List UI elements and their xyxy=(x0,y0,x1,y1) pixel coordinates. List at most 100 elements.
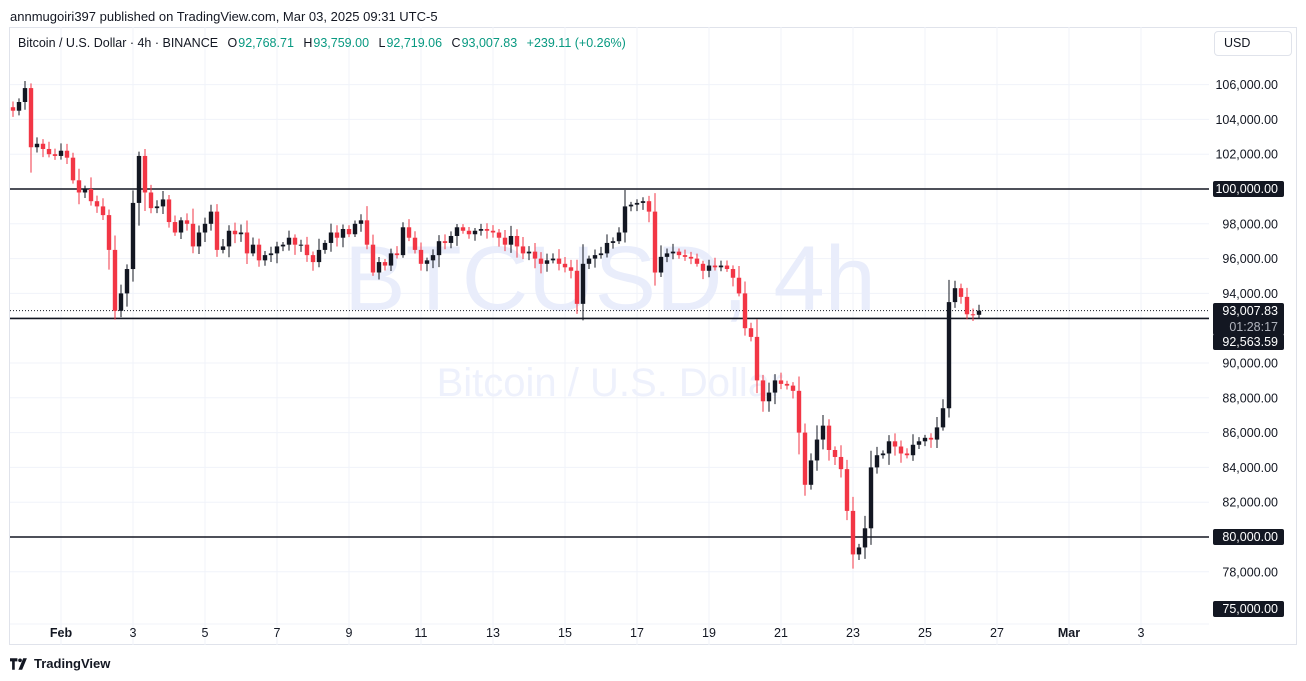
candle-body xyxy=(562,263,568,268)
candle-body xyxy=(232,230,238,235)
candle-body xyxy=(586,258,592,264)
tradingview-logo-icon xyxy=(10,657,27,670)
candle-body xyxy=(142,155,148,193)
candle-body xyxy=(466,230,472,235)
candle-body xyxy=(526,251,532,254)
time-tick-label: 19 xyxy=(702,626,716,640)
tradingview-brand[interactable]: TradingView xyxy=(10,656,110,671)
price-tick-label: 78,000.00 xyxy=(1222,565,1278,579)
symbol-name[interactable]: Bitcoin / U.S. Dollar · 4h · BINANCE xyxy=(18,36,219,50)
candle-body xyxy=(538,258,544,264)
candle-body xyxy=(958,288,964,297)
candle-body xyxy=(886,441,892,454)
candle-body xyxy=(820,425,826,440)
price-tick-label: 84,000.00 xyxy=(1222,461,1278,475)
candle-body xyxy=(340,229,346,238)
candle-body xyxy=(124,269,130,294)
candle-body xyxy=(532,251,538,259)
candle-body xyxy=(148,192,154,209)
candle-body xyxy=(700,263,706,271)
candle-body xyxy=(256,244,262,261)
candle-body xyxy=(448,235,454,243)
candle-body xyxy=(460,227,466,231)
candle-body xyxy=(136,155,142,203)
candle-body xyxy=(250,244,256,254)
candle-body xyxy=(712,265,718,268)
price-tick-label: 102,000.00 xyxy=(1215,148,1278,162)
time-tick-label: 17 xyxy=(630,626,644,640)
candle-body xyxy=(376,262,382,273)
candle-body xyxy=(364,220,370,245)
open-label: O xyxy=(227,36,238,50)
time-tick-label: 5 xyxy=(202,626,209,640)
watermark-ticker: BTCUSD, 4h xyxy=(344,228,876,330)
candle-body xyxy=(826,425,832,450)
candle-body xyxy=(652,211,658,273)
candle-body xyxy=(520,246,526,254)
candle-body xyxy=(874,455,880,468)
candle-body xyxy=(898,446,904,454)
candle-body xyxy=(556,258,562,264)
candle-body xyxy=(904,453,910,456)
candle-body xyxy=(436,241,442,256)
candle-body xyxy=(484,229,490,231)
candle-body xyxy=(550,258,556,261)
candle-body xyxy=(112,249,118,311)
candle-body xyxy=(22,88,28,102)
open-value: 92,768.71 xyxy=(238,36,294,50)
candle-body xyxy=(916,441,922,445)
candle-body xyxy=(706,265,712,271)
candle-body xyxy=(976,310,982,315)
candle-body xyxy=(46,148,52,155)
candle-body xyxy=(118,293,124,311)
candle-body xyxy=(574,270,580,304)
candle-body xyxy=(802,432,808,485)
time-tick-label: 25 xyxy=(918,626,932,640)
candle-body xyxy=(730,269,736,278)
candle-body xyxy=(616,232,622,242)
candle-body xyxy=(70,157,76,181)
candle-body xyxy=(490,230,496,233)
time-tick-label: 7 xyxy=(274,626,281,640)
candle-body xyxy=(274,246,280,254)
currency-button[interactable]: USD xyxy=(1214,31,1292,56)
time-tick-label: 27 xyxy=(990,626,1004,640)
price-tick-label: 82,000.00 xyxy=(1222,496,1278,510)
candle-body xyxy=(568,267,574,271)
candle-body xyxy=(196,232,202,247)
candle-body xyxy=(382,262,388,266)
candle-body xyxy=(544,260,550,264)
price-tick-label: 86,000.00 xyxy=(1222,426,1278,440)
candle-body xyxy=(262,255,268,261)
candle-body xyxy=(694,258,700,264)
candle-body xyxy=(394,253,400,256)
candle-body xyxy=(166,199,172,223)
candle-body xyxy=(334,232,340,238)
candle-body xyxy=(16,102,22,111)
last-price-label-text: 01:28:17 xyxy=(1229,320,1278,334)
candle-body xyxy=(610,241,616,243)
candle-body xyxy=(622,206,628,233)
candle-body xyxy=(208,211,214,224)
line-price-label-text: 92,563.59 xyxy=(1222,335,1278,349)
horizontal-lines xyxy=(10,188,1209,538)
candle-body xyxy=(724,265,730,270)
candle-body xyxy=(478,229,484,231)
candle-body xyxy=(184,220,190,224)
candle-body xyxy=(430,255,436,261)
time-tick-label: 9 xyxy=(346,626,353,640)
candle-body xyxy=(676,251,682,256)
chart-frame[interactable] xyxy=(9,27,1297,645)
candle-body xyxy=(214,211,220,250)
candle-body xyxy=(154,206,160,209)
last-price-label-text: 93,007.83 xyxy=(1222,304,1278,318)
candle-body xyxy=(778,380,784,384)
candle-body xyxy=(658,256,664,273)
candle-body xyxy=(106,215,112,250)
last-price-label-box xyxy=(1213,303,1284,335)
candle-body xyxy=(628,204,634,207)
candle-body xyxy=(940,408,946,428)
candle-body xyxy=(928,437,934,440)
time-tick-label: 3 xyxy=(130,626,137,640)
